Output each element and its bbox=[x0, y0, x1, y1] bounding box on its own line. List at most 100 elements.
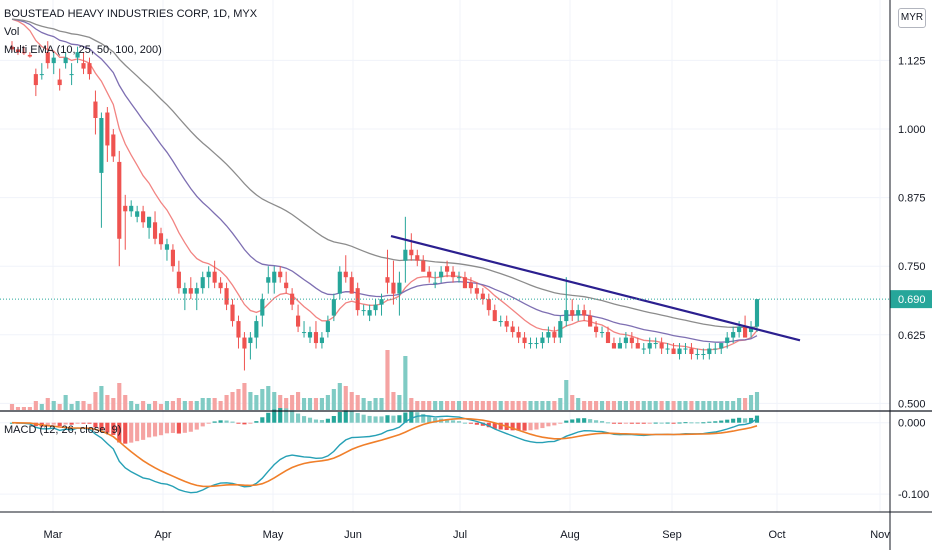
volume-bar bbox=[647, 401, 652, 410]
trendline[interactable] bbox=[390, 234, 801, 342]
candle-body bbox=[230, 304, 235, 322]
candle-body bbox=[158, 233, 164, 245]
candle-body bbox=[87, 63, 92, 75]
macd-histogram-bar bbox=[105, 422, 110, 433]
candle-body bbox=[272, 271, 277, 283]
volume-bar bbox=[337, 383, 342, 410]
macd-histogram-bar bbox=[629, 422, 634, 424]
volume-bar bbox=[307, 398, 313, 410]
candle-body bbox=[480, 293, 485, 300]
macd-histogram-bar bbox=[254, 421, 259, 423]
volume-bar bbox=[242, 383, 247, 410]
volume-bar bbox=[611, 401, 617, 410]
volume-bar bbox=[576, 398, 581, 410]
candle-body bbox=[528, 343, 533, 345]
currency-badge[interactable]: MYR bbox=[898, 8, 926, 28]
volume-bar bbox=[123, 395, 128, 410]
ema-legend[interactable]: Multi EMA (10, 25, 50, 100, 200) bbox=[4, 44, 162, 56]
volume-bar bbox=[194, 401, 199, 410]
volume-bar bbox=[147, 404, 152, 410]
macd-histogram-bar bbox=[152, 422, 158, 437]
candle-body bbox=[546, 332, 551, 338]
candle-body bbox=[45, 52, 50, 64]
macd-histogram-bar bbox=[468, 422, 473, 424]
price-tick-label: 0.625 bbox=[898, 330, 926, 342]
volume-bar bbox=[415, 401, 420, 410]
candle-body bbox=[659, 343, 664, 349]
candle-body bbox=[296, 315, 301, 327]
candle-body bbox=[570, 310, 575, 316]
macd-histogram-bar bbox=[397, 415, 402, 423]
macd-histogram-bar bbox=[683, 422, 688, 424]
month-tick-label: Nov bbox=[870, 529, 890, 541]
macd-histogram-bar bbox=[331, 415, 336, 423]
month-tick-label: Apr bbox=[154, 529, 171, 541]
macd-histogram-bar bbox=[522, 422, 527, 431]
macd-histogram-bar bbox=[75, 422, 80, 424]
macd-histogram-bar bbox=[540, 422, 545, 429]
macd-legend[interactable]: MACD (12, 26, close, 9) bbox=[4, 424, 122, 436]
macd-histogram-bar bbox=[445, 419, 450, 423]
candle-body bbox=[522, 337, 527, 344]
signal-line bbox=[11, 417, 758, 488]
candle-body bbox=[719, 343, 724, 349]
candle-body bbox=[623, 337, 628, 344]
last-price-value: 0.690 bbox=[898, 294, 926, 306]
candle-body bbox=[81, 63, 86, 69]
macd-tick-label: 0.000 bbox=[898, 418, 926, 430]
volume-bar bbox=[218, 401, 223, 410]
candle-body bbox=[218, 282, 223, 289]
month-tick-label: Jun bbox=[344, 529, 362, 541]
volume-bar bbox=[558, 398, 563, 410]
macd-histogram-bar bbox=[242, 422, 247, 425]
macd-histogram-bar bbox=[51, 422, 56, 425]
candle-body bbox=[176, 271, 181, 289]
volume-bar bbox=[254, 395, 259, 410]
volume-legend[interactable]: Vol bbox=[4, 26, 20, 38]
macd-histogram-bar bbox=[641, 422, 646, 424]
volume-bar bbox=[129, 401, 134, 410]
macd-tick-label: -0.100 bbox=[898, 489, 929, 501]
candle-body bbox=[331, 299, 336, 316]
candle-body bbox=[51, 57, 56, 64]
volume-bar bbox=[468, 401, 473, 410]
volume-bar bbox=[385, 350, 390, 410]
volume-bar bbox=[635, 401, 640, 410]
candle-body bbox=[391, 282, 396, 294]
candle-body bbox=[748, 326, 754, 333]
macd-histogram-bar bbox=[343, 410, 348, 423]
volume-bar bbox=[588, 401, 593, 410]
macd-histogram-bar bbox=[611, 422, 617, 424]
macd-histogram-bar bbox=[599, 420, 605, 423]
macd-histogram-bar bbox=[510, 422, 515, 431]
macd-histogram-bar bbox=[516, 422, 521, 431]
macd-histogram-bar bbox=[647, 422, 652, 424]
candlesticks[interactable] bbox=[9, 41, 760, 371]
macd-histogram-bar bbox=[307, 417, 313, 423]
macd-histogram-bar bbox=[450, 420, 456, 423]
volume-bar bbox=[105, 395, 110, 410]
macd-histogram-bar bbox=[391, 415, 396, 423]
volume-bar bbox=[152, 401, 158, 410]
macd-histogram-bar bbox=[415, 412, 420, 423]
volume-bar bbox=[200, 398, 205, 410]
volume-bar bbox=[93, 392, 98, 410]
volume-bar bbox=[492, 401, 497, 410]
volume-bar bbox=[546, 401, 551, 410]
volume-bar bbox=[111, 398, 116, 410]
macd-histogram-bar bbox=[278, 408, 283, 423]
volume-bar bbox=[439, 401, 444, 410]
volume-bar bbox=[397, 395, 402, 410]
macd-pane[interactable] bbox=[9, 408, 760, 494]
volume-bar bbox=[748, 395, 754, 410]
macd-histogram-bar bbox=[188, 422, 193, 432]
last-price-badge bbox=[890, 290, 932, 309]
macd-histogram-bar bbox=[99, 422, 104, 430]
volume-bar bbox=[319, 398, 324, 410]
volume-bar bbox=[230, 392, 235, 410]
candle-body bbox=[301, 332, 307, 334]
candle-body bbox=[617, 343, 622, 349]
volume-bar bbox=[504, 401, 509, 410]
volume-bar bbox=[15, 407, 21, 410]
